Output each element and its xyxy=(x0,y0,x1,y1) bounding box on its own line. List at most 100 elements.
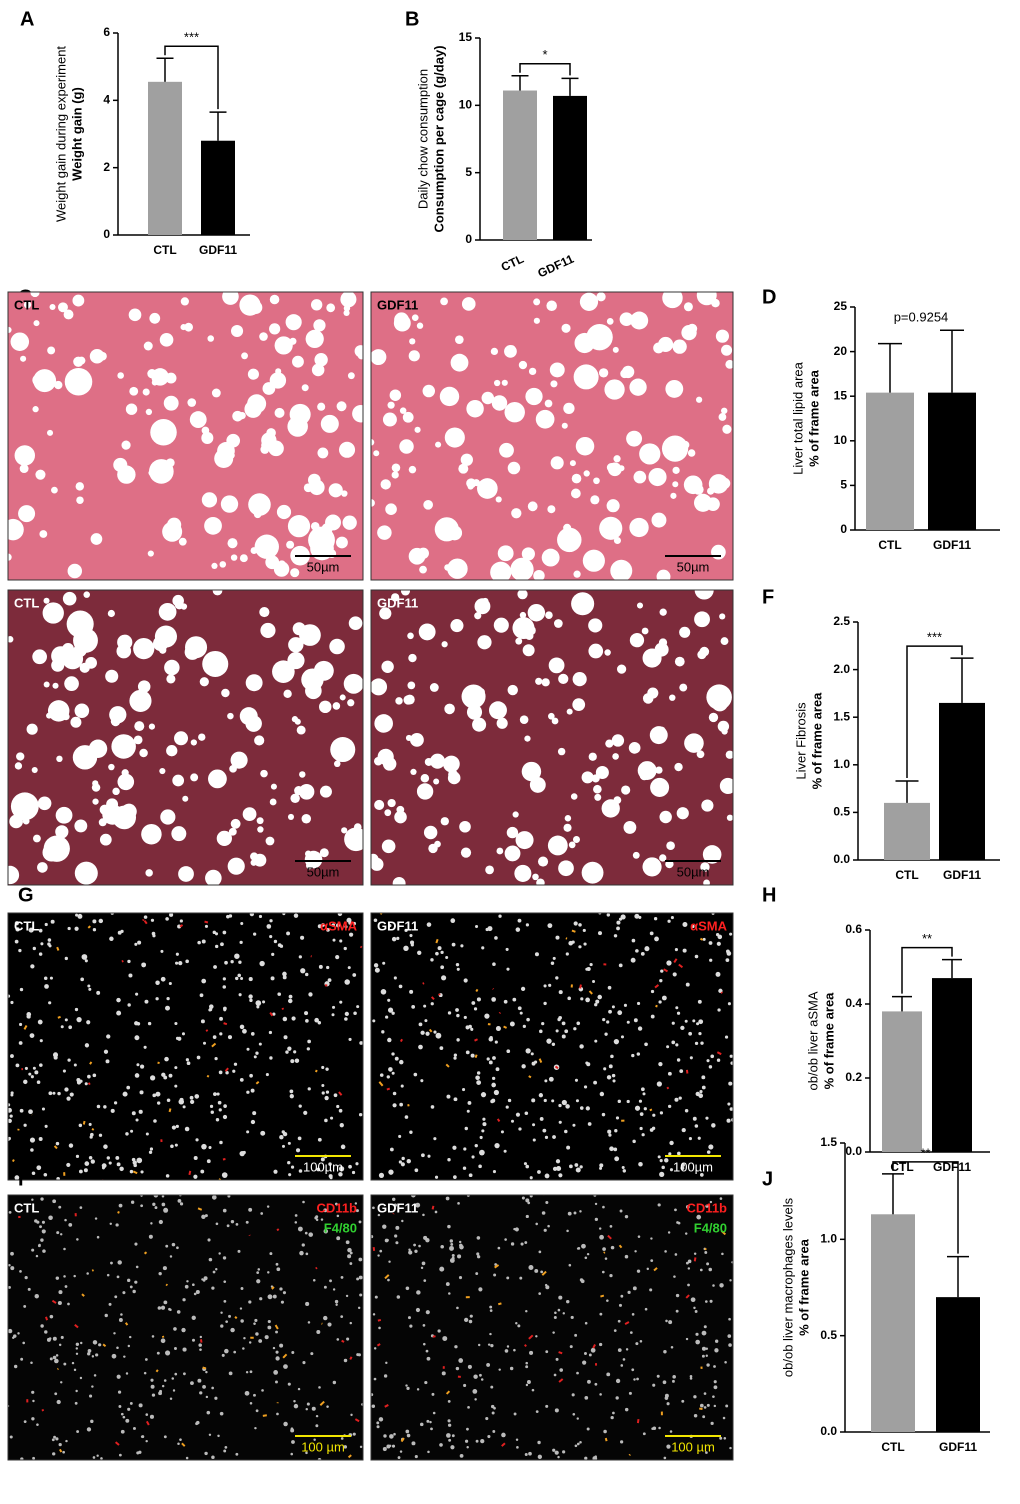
image-texture xyxy=(584,1256,588,1260)
image-texture xyxy=(168,981,172,986)
image-texture xyxy=(66,1162,71,1168)
image-texture xyxy=(613,1147,618,1152)
image-texture xyxy=(564,1029,569,1034)
image-texture xyxy=(156,1101,161,1105)
image-texture xyxy=(206,1410,211,1415)
image-texture xyxy=(267,1294,273,1300)
image-texture xyxy=(147,1021,152,1026)
image-texture xyxy=(574,1163,579,1167)
image-texture xyxy=(669,1430,673,1433)
image-texture xyxy=(401,1219,404,1223)
image-texture xyxy=(347,1254,352,1259)
image-texture xyxy=(523,1162,527,1166)
image-texture xyxy=(585,1061,589,1065)
image-texture xyxy=(730,1061,733,1065)
image-texture xyxy=(162,1266,167,1271)
annotation: *** xyxy=(927,630,942,645)
image-texture xyxy=(169,913,174,917)
image-texture xyxy=(668,1104,672,1108)
image-texture xyxy=(515,1322,518,1325)
image-texture xyxy=(535,409,555,429)
image-texture xyxy=(549,362,565,378)
image-texture xyxy=(30,1075,34,1079)
image-texture xyxy=(288,994,293,999)
image-texture xyxy=(725,1404,729,1408)
panel-letter: D xyxy=(762,286,776,308)
image-texture xyxy=(62,1450,65,1454)
image-texture xyxy=(608,1009,612,1014)
image-texture xyxy=(112,787,120,796)
image-texture xyxy=(128,1335,132,1339)
image-texture xyxy=(55,1354,59,1357)
image-texture xyxy=(425,1031,430,1036)
image-texture xyxy=(74,1401,78,1405)
image-texture xyxy=(576,1371,579,1375)
image-texture xyxy=(640,951,645,956)
image-texture xyxy=(561,1099,567,1106)
image-texture xyxy=(73,1368,77,1372)
image-texture xyxy=(344,925,348,929)
x-tick-label: CTL xyxy=(890,1160,913,1174)
image-texture xyxy=(238,993,242,997)
image-texture xyxy=(689,1375,693,1378)
stain xyxy=(386,1087,391,1091)
image-texture xyxy=(66,1096,71,1101)
y-tick-label: 15 xyxy=(459,30,473,44)
image-texture xyxy=(166,996,170,1001)
image-texture xyxy=(242,1347,245,1350)
image-texture xyxy=(615,1116,620,1120)
image-texture xyxy=(553,659,564,670)
image-texture xyxy=(332,938,336,942)
image-texture xyxy=(339,1000,343,1004)
image-label: CTL xyxy=(14,1200,39,1215)
image-texture xyxy=(609,1146,614,1152)
image-texture xyxy=(484,1013,490,1019)
image-texture xyxy=(639,443,661,465)
image-texture xyxy=(336,1104,340,1109)
image-texture xyxy=(14,939,19,944)
image-label: αSMA xyxy=(320,918,357,933)
image-texture xyxy=(150,1222,153,1225)
image-texture xyxy=(675,1309,679,1313)
image-texture xyxy=(91,783,101,792)
image-texture xyxy=(392,876,406,885)
image-texture xyxy=(325,1090,330,1094)
image-texture xyxy=(116,997,121,1003)
image-texture xyxy=(487,1434,491,1439)
micrograph-image xyxy=(8,913,363,1180)
image-texture xyxy=(52,1199,57,1204)
image-texture xyxy=(457,1202,460,1205)
image-texture xyxy=(423,499,433,510)
image-texture xyxy=(620,1294,624,1298)
image-texture xyxy=(134,1073,140,1078)
image-texture xyxy=(96,1104,101,1109)
image-texture xyxy=(150,1378,154,1382)
image-texture xyxy=(250,1119,256,1125)
image-texture xyxy=(131,1157,136,1162)
image-texture xyxy=(330,737,356,763)
image-texture xyxy=(378,1172,385,1178)
image-texture xyxy=(132,1426,136,1430)
image-texture xyxy=(48,1001,52,1005)
image-label: GDF11 xyxy=(377,1200,418,1215)
image-texture xyxy=(261,548,271,559)
image-texture xyxy=(699,646,710,657)
image-texture xyxy=(118,1453,122,1457)
stain xyxy=(53,1145,58,1150)
image-texture xyxy=(662,1380,667,1385)
image-texture xyxy=(602,1018,606,1022)
image-texture xyxy=(134,1242,138,1246)
image-texture xyxy=(620,914,626,920)
image-texture xyxy=(287,1161,291,1165)
image-texture xyxy=(130,1129,134,1133)
image-texture xyxy=(161,1195,165,1198)
image-texture xyxy=(552,1135,556,1139)
scale-label: 100 µm xyxy=(671,1439,715,1454)
image-texture xyxy=(158,1219,163,1225)
y-tick-label: 20 xyxy=(834,344,848,358)
image-texture xyxy=(330,1116,334,1120)
image-texture xyxy=(557,527,582,553)
image-texture xyxy=(320,1157,325,1162)
stain xyxy=(588,990,593,995)
y-tick-label: 0.4 xyxy=(845,996,862,1010)
